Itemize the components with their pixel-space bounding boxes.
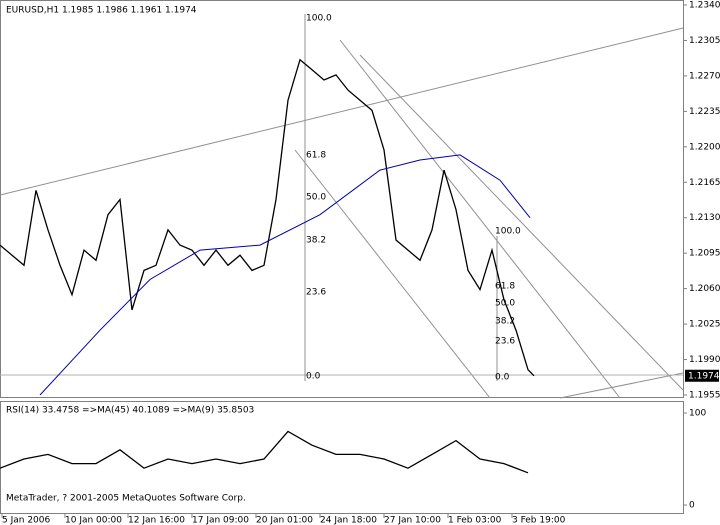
main-panel <box>0 0 684 398</box>
fib-label: 23.6 <box>306 288 326 298</box>
y-tick-label: 1.2200 <box>689 142 720 152</box>
fib-label: 0.0 <box>306 372 321 382</box>
x-tick-label: 27 Jan 10:00 <box>384 516 441 525</box>
fib-label: 61.8 <box>306 151 326 161</box>
y-tick-label: 1.1990 <box>689 355 720 365</box>
y-tick-label: 1.2235 <box>689 107 720 117</box>
x-tick-label: 17 Jan 09:00 <box>192 516 249 525</box>
copyright: MetaTrader, ? 2001-2005 MetaQuotes Softw… <box>6 494 246 504</box>
fib-label: 38.2 <box>495 317 515 327</box>
trendline <box>294 149 491 399</box>
y-tick-label: 1.2060 <box>689 284 720 294</box>
chart-title: EURUSD,H1 1.1985 1.1986 1.1961 1.1974 <box>6 6 197 16</box>
fib-label: 38.2 <box>306 236 326 246</box>
y-tick-label: 1.2095 <box>689 249 720 259</box>
fib-label: 100.0 <box>306 14 332 24</box>
x-tick-label: 1 Feb 03:00 <box>448 516 502 525</box>
fib-label: 23.6 <box>495 337 515 347</box>
y-tick-label: 0 <box>689 501 695 511</box>
fib-label: 61.8 <box>495 282 515 292</box>
x-tick-label: 20 Jan 01:00 <box>256 516 313 525</box>
rsi-title: RSI(14) 33.4758 =>MA(45) 40.1089 =>MA(9)… <box>6 406 254 416</box>
fib-label: 50.0 <box>306 193 326 203</box>
trendline <box>559 372 684 399</box>
y-tick-label: 1.2165 <box>689 178 720 188</box>
x-tick-label: 12 Jan 16:00 <box>128 516 185 525</box>
trendline <box>359 54 684 391</box>
trendlines <box>0 14 684 399</box>
series-line <box>0 58 535 377</box>
rsi-panel <box>0 401 684 514</box>
series-line <box>39 154 531 396</box>
y-tick-label: 1.2340 <box>689 1 720 11</box>
y-tick-label: 1.2025 <box>689 320 720 330</box>
y-tick-label: 1.2130 <box>689 213 720 223</box>
trendline <box>339 39 621 399</box>
y-tick-label: 1.1955 <box>689 391 720 401</box>
price-label: 1.1974 <box>688 371 720 381</box>
price-box <box>685 369 719 382</box>
fib-label: 0.0 <box>495 373 510 383</box>
trendline <box>0 27 684 196</box>
y-tick-label: 1.2305 <box>689 36 720 46</box>
series-line <box>0 430 529 474</box>
fib-label: 100.0 <box>495 227 521 237</box>
y-tick-label: 1.2270 <box>689 71 720 81</box>
x-tick-label: 10 Jan 00:00 <box>65 516 122 525</box>
x-tick-label: 3 Feb 19:00 <box>512 516 566 525</box>
y-tick-label: 100 <box>689 409 706 419</box>
x-tick-label: 24 Jan 18:00 <box>320 516 377 525</box>
x-tick-label: 5 Jan 2006 <box>2 516 50 525</box>
fib-label: 50.0 <box>495 299 515 309</box>
